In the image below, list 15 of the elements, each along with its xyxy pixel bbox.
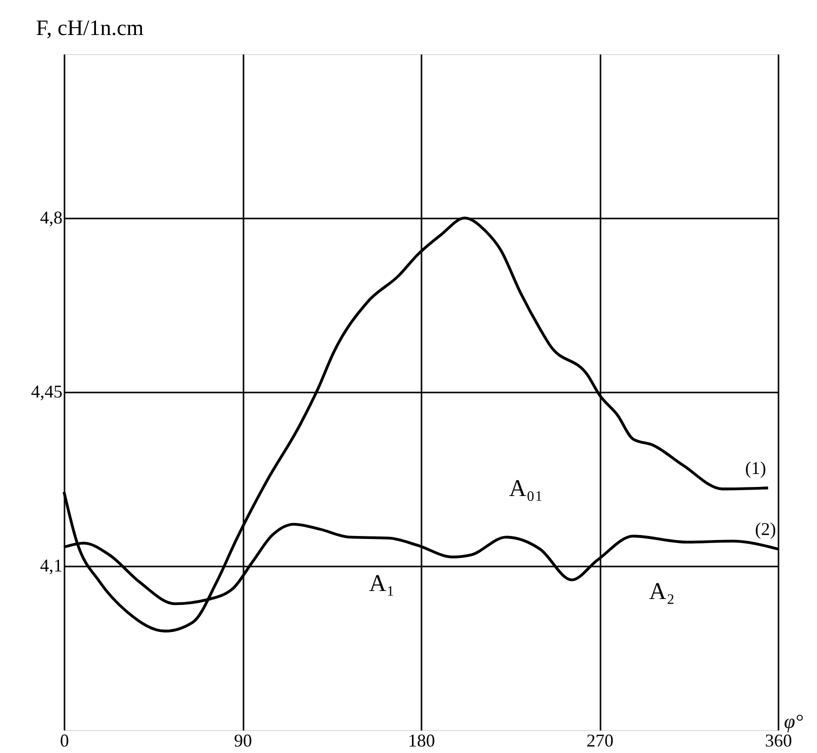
series-label: (2) — [755, 519, 776, 540]
y-axis-title: F, cH/1n.cm — [36, 15, 144, 40]
y-tick-label: 4,45 — [31, 382, 62, 402]
x-axis-title: φ° — [784, 711, 804, 733]
x-tick-label: 90 — [234, 730, 252, 750]
annotation: A₁ — [369, 571, 395, 597]
annotation: A₀₁ — [509, 476, 544, 502]
x-tick-label: 180 — [408, 730, 435, 750]
y-tick-label: 4,1 — [40, 555, 62, 576]
x-tick-label: 360 — [765, 730, 792, 750]
y-tick-label: 4,8 — [40, 208, 62, 228]
x-tick-label: 270 — [586, 730, 614, 750]
series-label: (1) — [745, 458, 766, 478]
x-tick-label: 0 — [60, 730, 69, 750]
annotation: A₂ — [649, 579, 675, 605]
